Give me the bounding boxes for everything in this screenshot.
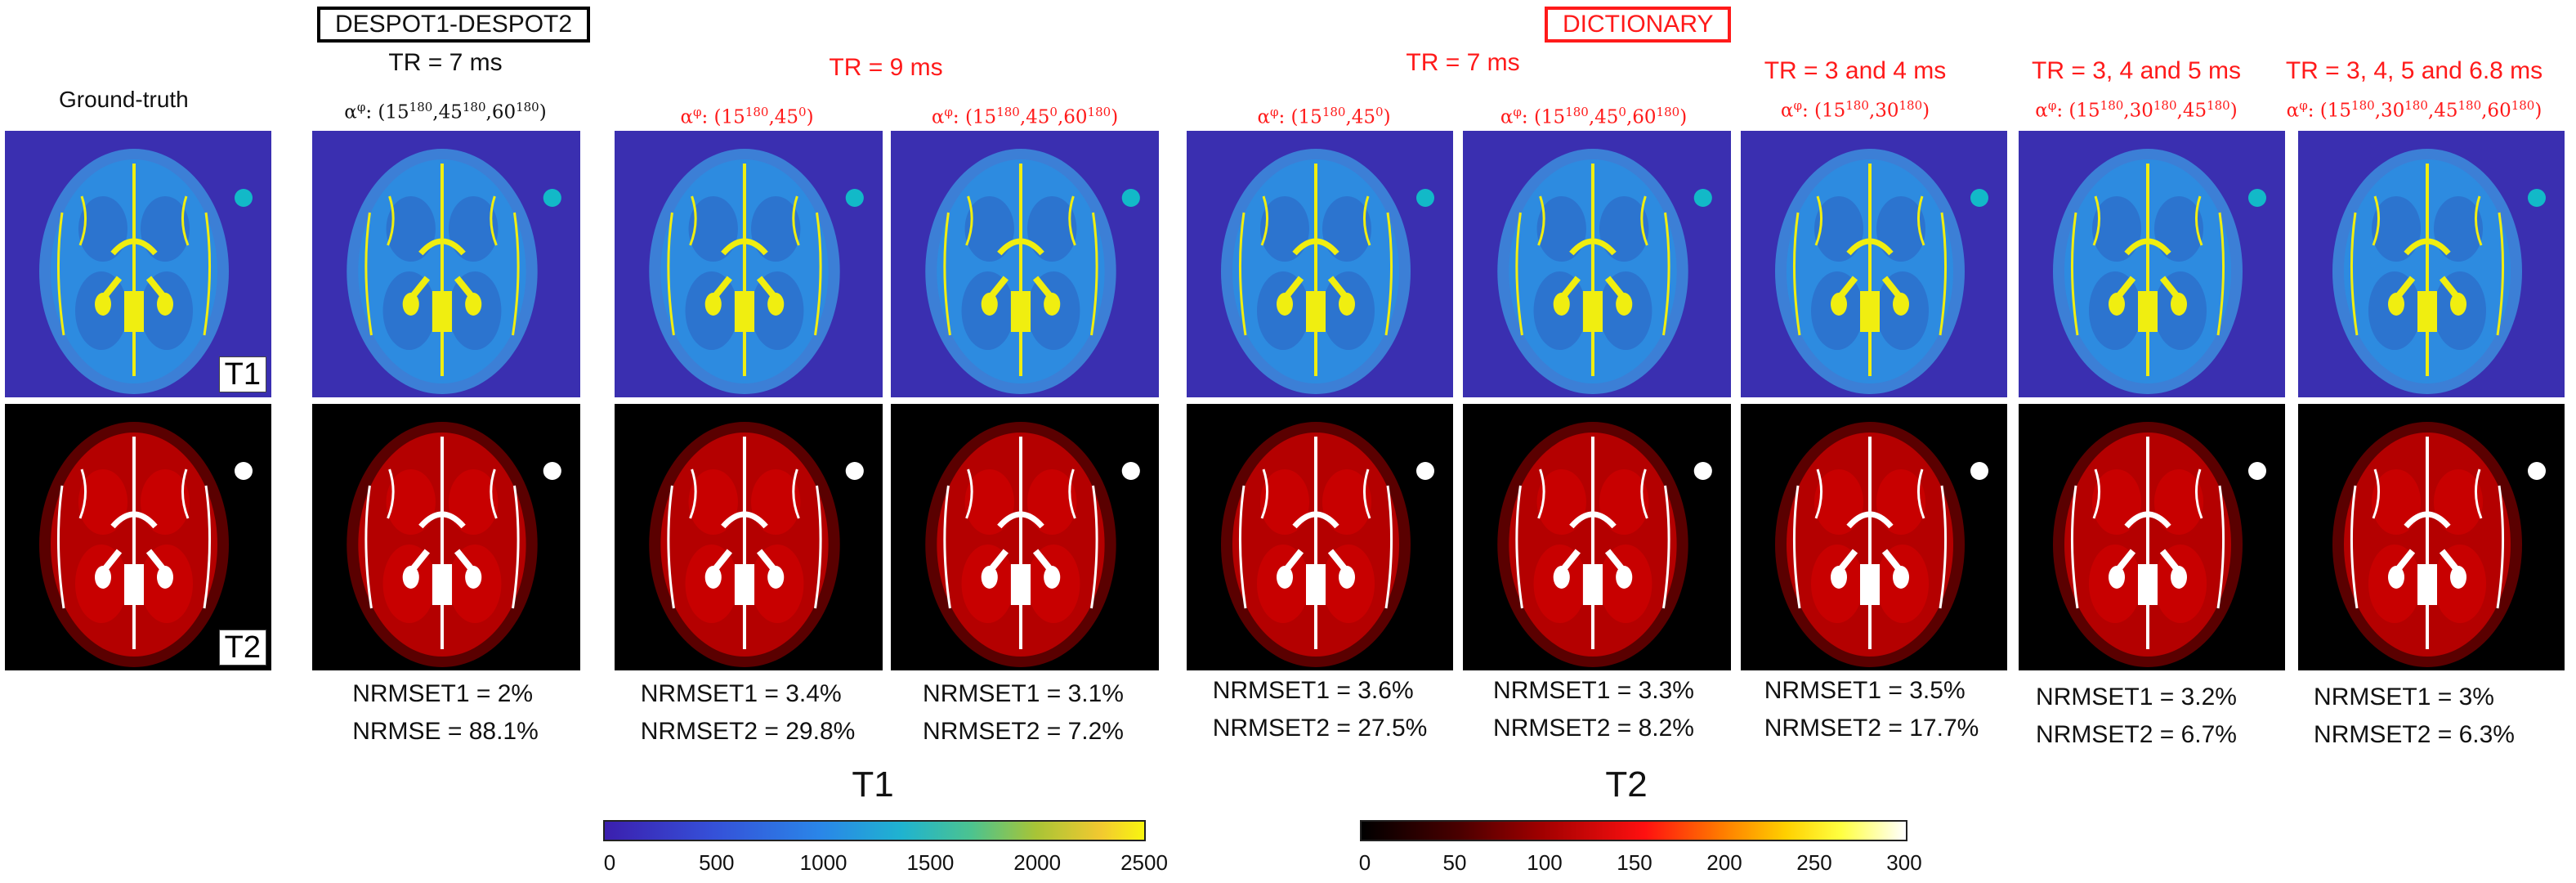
t2-colorbar-tick-label: 200 <box>1706 850 1742 875</box>
t1-map-panel-4 <box>1187 131 1453 397</box>
t1-map-panel-2 <box>615 131 883 397</box>
t2-map-panel-2 <box>615 404 883 670</box>
flip-angle-label-1: αφ: (15180,450) <box>680 105 814 128</box>
t1-colorbar-title: T1 <box>852 764 894 805</box>
t1-map-panel-8 <box>2298 131 2565 397</box>
t1-colorbar <box>603 820 1146 841</box>
t2-map-panel-0: T2 <box>5 404 271 670</box>
nrmse-stats-7: NRMSET1 = 3% NRMSET2 = 6.3% <box>2314 679 2515 754</box>
nrmse-t1: NRMSET1 = 3.1% <box>923 680 1124 707</box>
nrmse-stats-3: NRMSET1 = 3.6% NRMSET2 = 27.5% <box>1213 672 1428 747</box>
nrmse-t1: NRMSET1 = 3.5% <box>1764 677 1966 704</box>
t2-colorbar-tick-label: 50 <box>1442 850 1467 875</box>
t2-map-panel-1 <box>312 404 580 670</box>
tr-3-4-5-68-label: TR = 3, 4, 5 and 6.8 ms <box>2285 57 2543 84</box>
tr-7-label: TR = 7 ms <box>1406 49 1520 76</box>
nrmse-t1: NRMSET1 = 3.3% <box>1493 677 1694 704</box>
nrmse-t1: NRMSET1 = 3.2% <box>2036 684 2237 710</box>
flip-angle-label-5: αφ: (15180,30180) <box>1780 98 1930 122</box>
t2-map-panel-4 <box>1187 404 1453 670</box>
t2-colorbar-tick-label: 100 <box>1527 850 1563 875</box>
t2-map-panel-3 <box>891 404 1159 670</box>
tr-3-4-5-label: TR = 3, 4 and 5 ms <box>2032 57 2241 84</box>
ground-truth-label: Ground-truth <box>59 87 189 112</box>
tr-3-4-label: TR = 3 and 4 ms <box>1764 57 1947 84</box>
t2-colorbar-tick-label: 300 <box>1886 850 1922 875</box>
t1-colorbar-tick-label: 2500 <box>1120 850 1168 875</box>
flip-angle-label-2: αφ: (15180,450,60180) <box>931 105 1119 128</box>
nrmse-t2: NRMSET2 = 29.8% <box>640 718 856 745</box>
t1-colorbar-tick-label: 500 <box>699 850 735 875</box>
t1-map-panel-0: T1 <box>5 131 271 397</box>
flip-angle-label-0: αφ: (15180,45180,60180) <box>344 100 547 123</box>
dictionary-method-label: DICTIONARY <box>1545 7 1732 43</box>
nrmse-stats-1: NRMSET1 = 3.4% NRMSET2 = 29.8% <box>641 675 856 751</box>
flip-angle-label-7: αφ: (15180,30180,45180,60180) <box>2286 98 2542 122</box>
t1-colorbar-tick-label: 0 <box>603 850 616 875</box>
nrmse-t2: NRMSET2 = 6.3% <box>2314 721 2515 748</box>
t1-colorbar-tick-label: 1000 <box>799 850 847 875</box>
t2-map-panel-8 <box>2298 404 2565 670</box>
flip-angle-label-4: αφ: (15180,450,60180) <box>1500 105 1688 128</box>
nrmse-t1: NRMSET1 = 3% <box>2314 684 2494 710</box>
t1-map-panel-5 <box>1463 131 1731 397</box>
nrmse-t1: NRMSET1 = 2% <box>352 680 534 707</box>
t1-map-panel-7 <box>2019 131 2285 397</box>
nrmse-stats-6: NRMSET1 = 3.2% NRMSET2 = 6.7% <box>2036 679 2237 754</box>
flip-angle-label-6: αφ: (15180,30180,45180) <box>2035 98 2238 122</box>
nrmse-t1: NRMSET1 = 3.6% <box>1212 677 1414 704</box>
tr-9-label: TR = 9 ms <box>829 54 943 81</box>
t2-colorbar-tick-label: 250 <box>1796 850 1832 875</box>
t1-map-panel-3 <box>891 131 1159 397</box>
nrmse-t2: NRMSET2 = 27.5% <box>1212 715 1428 742</box>
nrmse-stats-4: NRMSET1 = 3.3% NRMSET2 = 8.2% <box>1493 672 1694 747</box>
t2-tag: T2 <box>218 630 266 666</box>
nrmse-t1: NRMSET1 = 3.4% <box>640 680 842 707</box>
t1-map-panel-1 <box>312 131 580 397</box>
nrmse-t2: NRMSE = 88.1% <box>352 718 539 745</box>
nrmse-stats-2: NRMSET1 = 3.1% NRMSET2 = 7.2% <box>923 675 1124 751</box>
nrmse-stats-5: NRMSET1 = 3.5% NRMSET2 = 17.7% <box>1764 672 1979 747</box>
nrmse-t2: NRMSET2 = 8.2% <box>1493 715 1694 742</box>
t2-colorbar-tick-label: 150 <box>1617 850 1652 875</box>
nrmse-t2: NRMSET2 = 17.7% <box>1764 715 1979 742</box>
t2-colorbar-title: T2 <box>1605 764 1648 805</box>
t1-colorbar-tick-label: 2000 <box>1013 850 1062 875</box>
nrmse-t2: NRMSET2 = 6.7% <box>2036 721 2237 748</box>
t2-colorbar <box>1360 820 1907 841</box>
t1-map-panel-6 <box>1741 131 2007 397</box>
t2-colorbar-tick-label: 0 <box>1358 850 1371 875</box>
tr-despot-label: TR = 7 ms <box>388 49 503 76</box>
flip-angle-label-3: αφ: (15180,450) <box>1257 105 1391 128</box>
despot-method-label: DESPOT1-DESPOT2 <box>317 7 591 43</box>
t2-map-panel-6 <box>1741 404 2007 670</box>
nrmse-stats-0: NRMSET1 = 2% NRMSE = 88.1% <box>352 675 539 751</box>
t2-map-panel-5 <box>1463 404 1731 670</box>
t2-map-panel-7 <box>2019 404 2285 670</box>
t1-colorbar-tick-label: 1500 <box>906 850 955 875</box>
t1-tag: T1 <box>218 356 266 392</box>
nrmse-t2: NRMSET2 = 7.2% <box>923 718 1124 745</box>
